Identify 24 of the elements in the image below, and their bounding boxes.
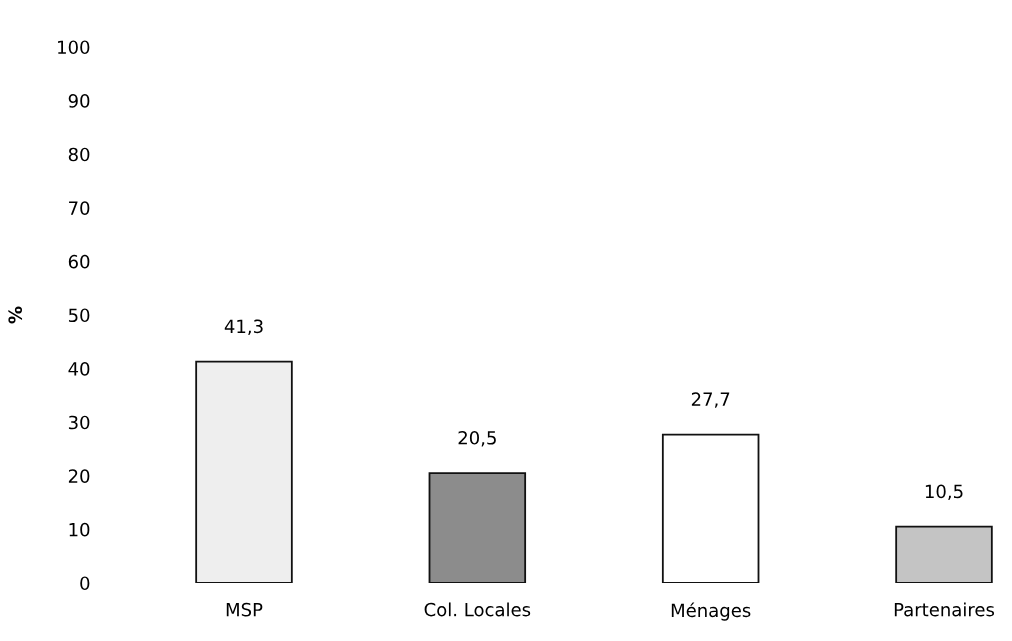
x-tick-label: Partenaires xyxy=(894,602,995,617)
data-label: 10,5 xyxy=(925,484,963,501)
data-label: 20,5 xyxy=(458,430,496,447)
bar xyxy=(661,433,760,583)
bar xyxy=(895,525,993,583)
y-tick-label: 30 xyxy=(68,415,90,430)
y-tick-label: 90 xyxy=(68,94,90,108)
bar xyxy=(195,360,293,583)
data-label: 41,3 xyxy=(224,319,263,335)
x-tick-label: Col. Locales xyxy=(424,602,531,617)
y-tick-label: 100 xyxy=(58,40,90,55)
y-tick-label: 70 xyxy=(69,201,90,215)
y-tick-label: 40 xyxy=(68,362,90,376)
x-tick-label: MSP xyxy=(226,602,263,617)
x-tick-label: Ménages xyxy=(671,602,751,621)
data-label: 27,7 xyxy=(691,392,730,408)
y-tick-label: 10 xyxy=(69,522,90,537)
y-tick-label: 20 xyxy=(68,469,90,483)
bar xyxy=(428,472,527,583)
y-tick-label: 0 xyxy=(80,576,90,591)
y-tick-label: 50 xyxy=(68,308,90,323)
y-axis-title: % xyxy=(8,306,23,324)
y-tick-label: 60 xyxy=(68,254,90,269)
y-tick-label: 80 xyxy=(68,147,90,162)
